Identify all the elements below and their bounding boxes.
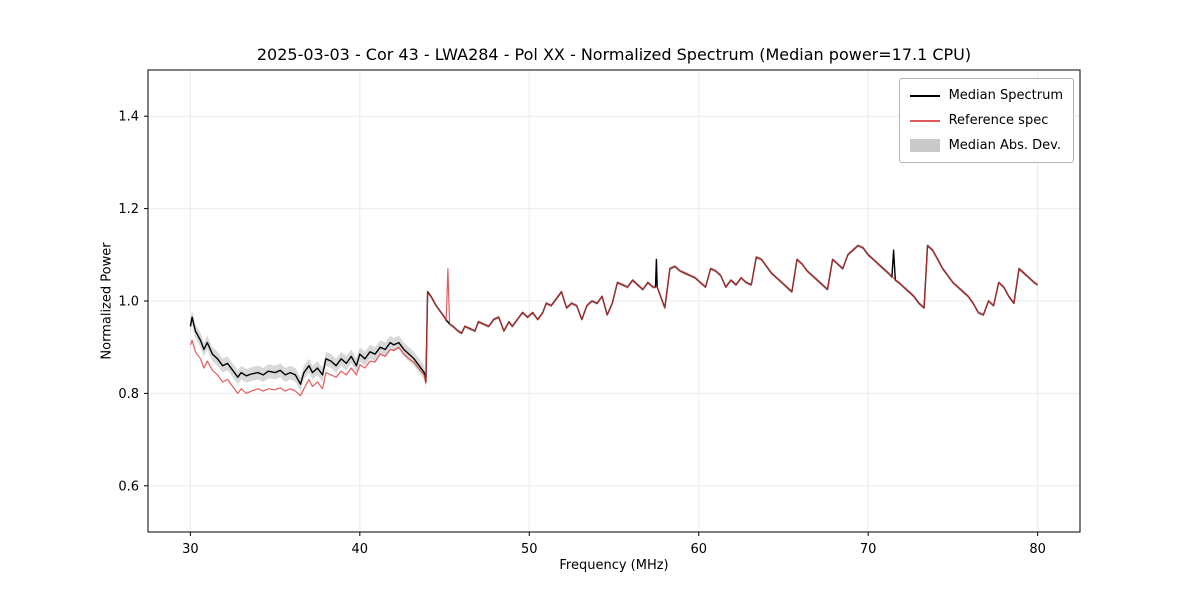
legend: Median Spectrum Reference spec Median Abs.… (898, 78, 1074, 163)
legend-label: Median Spectrum (948, 88, 1063, 103)
chart-title: 2025-03-03 - Cor 43 - LWA284 - Pol XX - … (256, 45, 972, 64)
x-tick-label: 40 (352, 542, 369, 557)
legend-item: Median Abs. Dev. (909, 135, 1063, 156)
mad-band (190, 243, 1038, 392)
x-axis-label: Frequency (MHz) (559, 558, 669, 573)
legend-line-swatch (909, 119, 940, 122)
legend-label: Median Abs. Dev. (948, 138, 1062, 153)
reference-spectrum-line (189, 245, 1038, 397)
x-tick-label: 60 (690, 542, 707, 557)
x-tick-label: 50 (521, 542, 538, 557)
x-tick-label: 80 (1029, 542, 1046, 557)
y-tick-label: 1.4 (118, 110, 139, 125)
y-tick-label: 0.8 (118, 387, 139, 402)
y-tick-label: 1.2 (118, 202, 139, 217)
legend-patch-swatch (909, 139, 940, 152)
legend-item: Reference spec (909, 110, 1063, 131)
legend-line-swatch (909, 94, 940, 97)
y-tick-label: 0.6 (118, 479, 139, 494)
y-tick-label: 1.0 (118, 295, 139, 310)
legend-label: Reference spec (948, 113, 1049, 128)
x-tick-label: 70 (860, 542, 877, 557)
x-tick-label: 30 (182, 542, 199, 557)
legend-item: Median Spectrum (909, 85, 1063, 106)
